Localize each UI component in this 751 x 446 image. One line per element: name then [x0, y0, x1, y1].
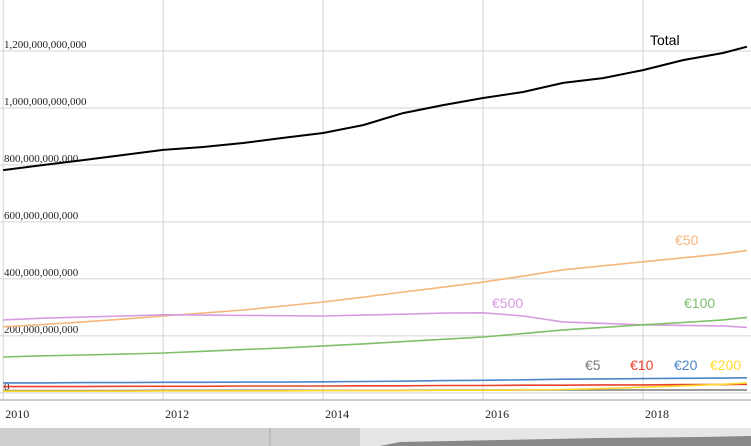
- navigator: [0, 428, 751, 446]
- series-label: €200: [710, 357, 741, 373]
- series-line: [3, 383, 748, 388]
- series-label: Total: [650, 32, 680, 48]
- series-line: [3, 316, 748, 358]
- x-tick-label: 2014: [325, 407, 349, 421]
- series-label: €10: [630, 357, 654, 373]
- y-tick-label: 800,000,000,000: [4, 153, 79, 165]
- x-tick-label: 2010: [5, 407, 29, 421]
- series-label: €20: [674, 357, 698, 373]
- navigator-mask: [0, 428, 360, 446]
- series-line: [3, 45, 748, 172]
- y-tick-label: 400,000,000,000: [4, 267, 79, 279]
- series-line: [3, 377, 748, 384]
- x-tick-label: 2016: [485, 407, 509, 421]
- y-tick-label: 1,000,000,000,000: [4, 96, 87, 108]
- series-line: [3, 249, 748, 328]
- y-tick-label: 1,200,000,000,000: [4, 39, 87, 51]
- series-line: [3, 382, 748, 392]
- y-tick-label: 600,000,000,000: [4, 210, 79, 222]
- navigator-area: [380, 436, 751, 446]
- x-tick-label: 2018: [645, 407, 669, 421]
- x-tick-label: 2012: [165, 407, 189, 421]
- series-label: €5: [585, 357, 601, 373]
- series-label: €500: [492, 295, 523, 311]
- series-label: €100: [684, 295, 715, 311]
- y-tick-label: 200,000,000,000: [4, 324, 79, 336]
- series-label: €50: [675, 232, 699, 248]
